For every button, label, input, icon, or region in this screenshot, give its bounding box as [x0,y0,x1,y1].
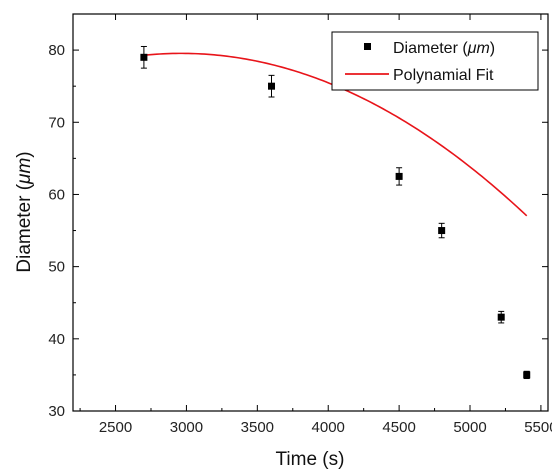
x-axis-tick-labels: 2500 3000 3500 4000 4500 5000 5500 [99,419,552,436]
legend-label-diameter-close: ) [490,40,495,57]
data-point-square [438,227,446,235]
y-axis-title-main: Diameter ( [14,183,35,272]
data-point-square [395,172,403,180]
legend: Diameter (μm) Polynamial Fit [331,31,539,91]
y-tick-label: 60 [48,186,65,203]
legend-label-diameter-main: Diameter ( [393,40,468,57]
y-tick-label: 50 [48,259,65,276]
y-axis-title-close: ) [14,151,35,157]
data-point-square [523,371,531,379]
y-axis-title: Diameter (μm) [14,151,35,272]
x-tick-label: 2500 [99,419,132,436]
data-point-square [497,313,505,321]
data-point-square [140,53,148,61]
legend-label-diameter: Diameter (μm) [393,40,495,57]
x-tick-label: 4500 [382,419,415,436]
x-tick-label: 4000 [312,419,345,436]
y-axis-title-unit: μm [14,158,35,185]
legend-label-diameter-unit: μm [467,40,490,57]
x-axis-title: Time (s) [276,449,345,470]
plot-area [72,13,549,412]
y-tick-label: 30 [48,403,65,420]
legend-marker-square [364,43,371,50]
x-axis-ticks [79,14,542,411]
x-tick-label: 5500 [524,419,552,436]
legend-label-fit: Polynamial Fit [393,67,494,84]
data-point-square [268,82,276,90]
legend-box [331,31,539,91]
data-points [140,45,531,380]
y-axis-tick-labels: 30 40 50 60 70 80 [48,42,65,420]
y-axis-ticks [73,13,548,412]
plot-frame [72,13,549,412]
y-tick-label: 80 [48,42,65,59]
x-tick-label: 3000 [170,419,203,436]
y-tick-label: 40 [48,331,65,348]
y-tick-label: 70 [48,114,65,131]
x-tick-label: 3500 [241,419,274,436]
x-tick-label: 5000 [453,419,486,436]
